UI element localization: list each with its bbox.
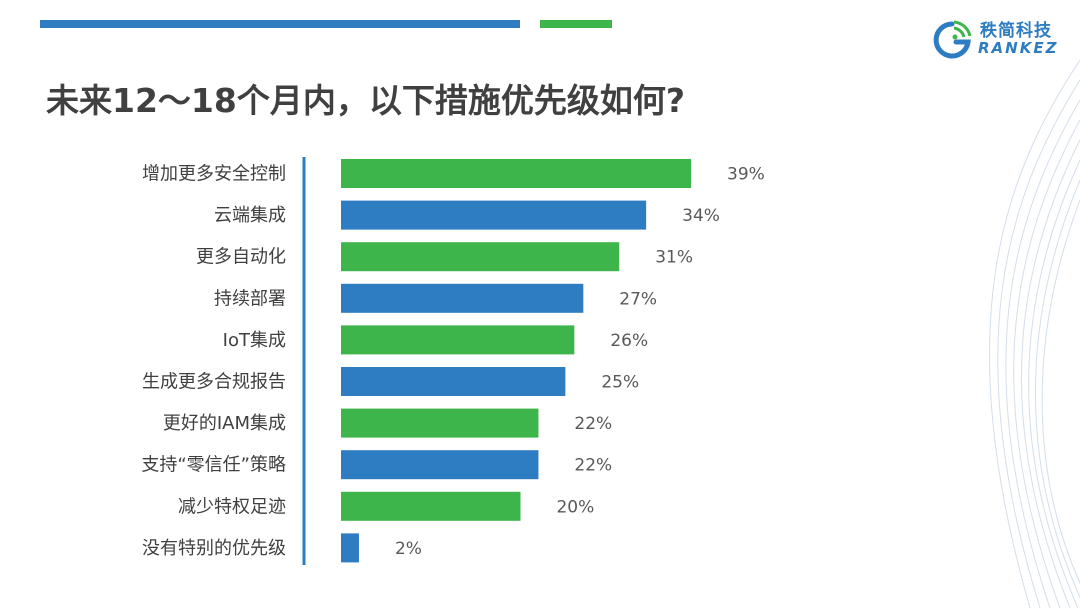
category-label-6: 更好的IAM集成 <box>163 413 286 434</box>
category-label-1: 云端集成 <box>214 205 286 226</box>
value-label-4: 26% <box>610 331 648 351</box>
bar-3 <box>341 283 584 313</box>
category-label-4: IoT集成 <box>223 330 286 351</box>
category-label-2: 更多自动化 <box>196 247 286 268</box>
bar-9 <box>341 533 359 563</box>
value-label-2: 31% <box>655 248 693 268</box>
top-accent-bar-green <box>540 20 612 28</box>
bar-7 <box>341 450 539 480</box>
logo-name-en: RANKEZ <box>978 39 1059 57</box>
value-label-0: 39% <box>727 165 765 185</box>
value-label-5: 25% <box>601 373 639 393</box>
bar-2 <box>341 242 620 272</box>
category-label-7: 支持“零信任”策略 <box>141 455 286 476</box>
bar-6 <box>341 408 539 438</box>
logo-name-cn: 秩简科技 <box>980 21 1052 41</box>
bar-5 <box>341 367 566 396</box>
value-label-6: 22% <box>574 414 612 434</box>
category-label-5: 生成更多合规报告 <box>142 372 286 393</box>
bar-1 <box>341 200 647 230</box>
category-label-0: 增加更多安全控制 <box>142 164 286 185</box>
bar-8 <box>341 491 521 521</box>
page-title: 未来12～18个月内，以下措施优先级如何? <box>46 81 685 120</box>
bar-4 <box>341 325 575 355</box>
decorative-wave-lines <box>988 59 1080 608</box>
value-label-9: 2% <box>395 539 422 559</box>
category-label-9: 没有特别的优先级 <box>142 538 286 559</box>
value-label-3: 27% <box>619 289 657 309</box>
value-label-1: 34% <box>682 206 720 226</box>
value-label-8: 20% <box>556 497 594 517</box>
rankez-logo-icon <box>933 20 972 59</box>
value-label-7: 22% <box>574 456 612 476</box>
bar-0 <box>341 159 691 188</box>
company-logo: 秩简科技 RANKEZ <box>930 16 1070 62</box>
category-label-8: 减少特权足迹 <box>178 496 286 517</box>
top-accent-bar-blue <box>40 20 520 28</box>
category-label-3: 持续部署 <box>214 288 286 309</box>
